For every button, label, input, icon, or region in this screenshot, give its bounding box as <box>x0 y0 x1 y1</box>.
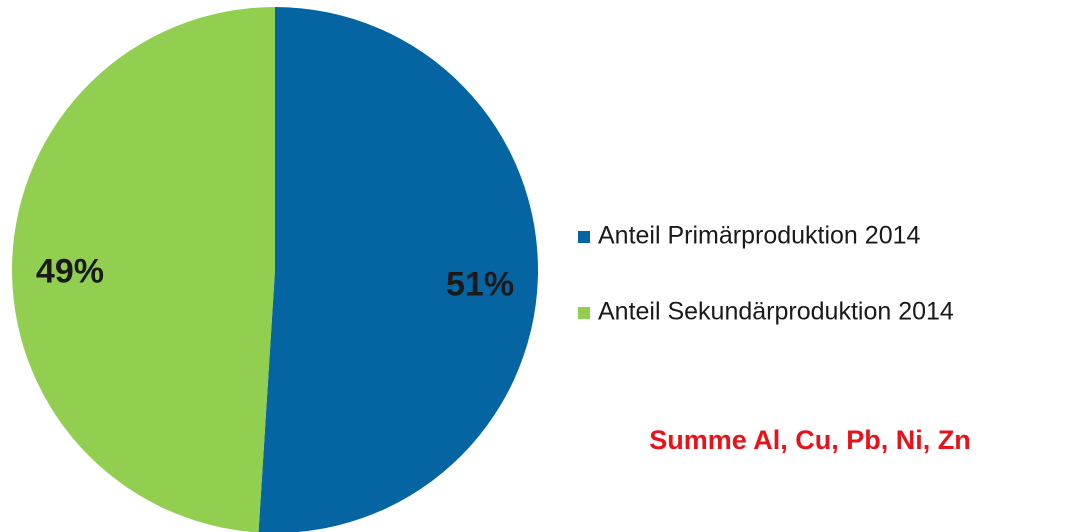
pie-slice <box>258 7 538 532</box>
annotation: Summe Al, Cu, Pb, Ni, Zn <box>649 425 971 455</box>
legend-text: Anteil Primärproduktion 2014 <box>598 222 920 250</box>
legend-swatch <box>578 307 590 319</box>
legend-swatch <box>578 231 590 243</box>
pie-slice <box>12 7 275 532</box>
legend-text: Anteil Sekundärproduktion 2014 <box>598 298 954 326</box>
value-label: 49% <box>36 253 104 291</box>
value-label: 51% <box>446 265 514 303</box>
